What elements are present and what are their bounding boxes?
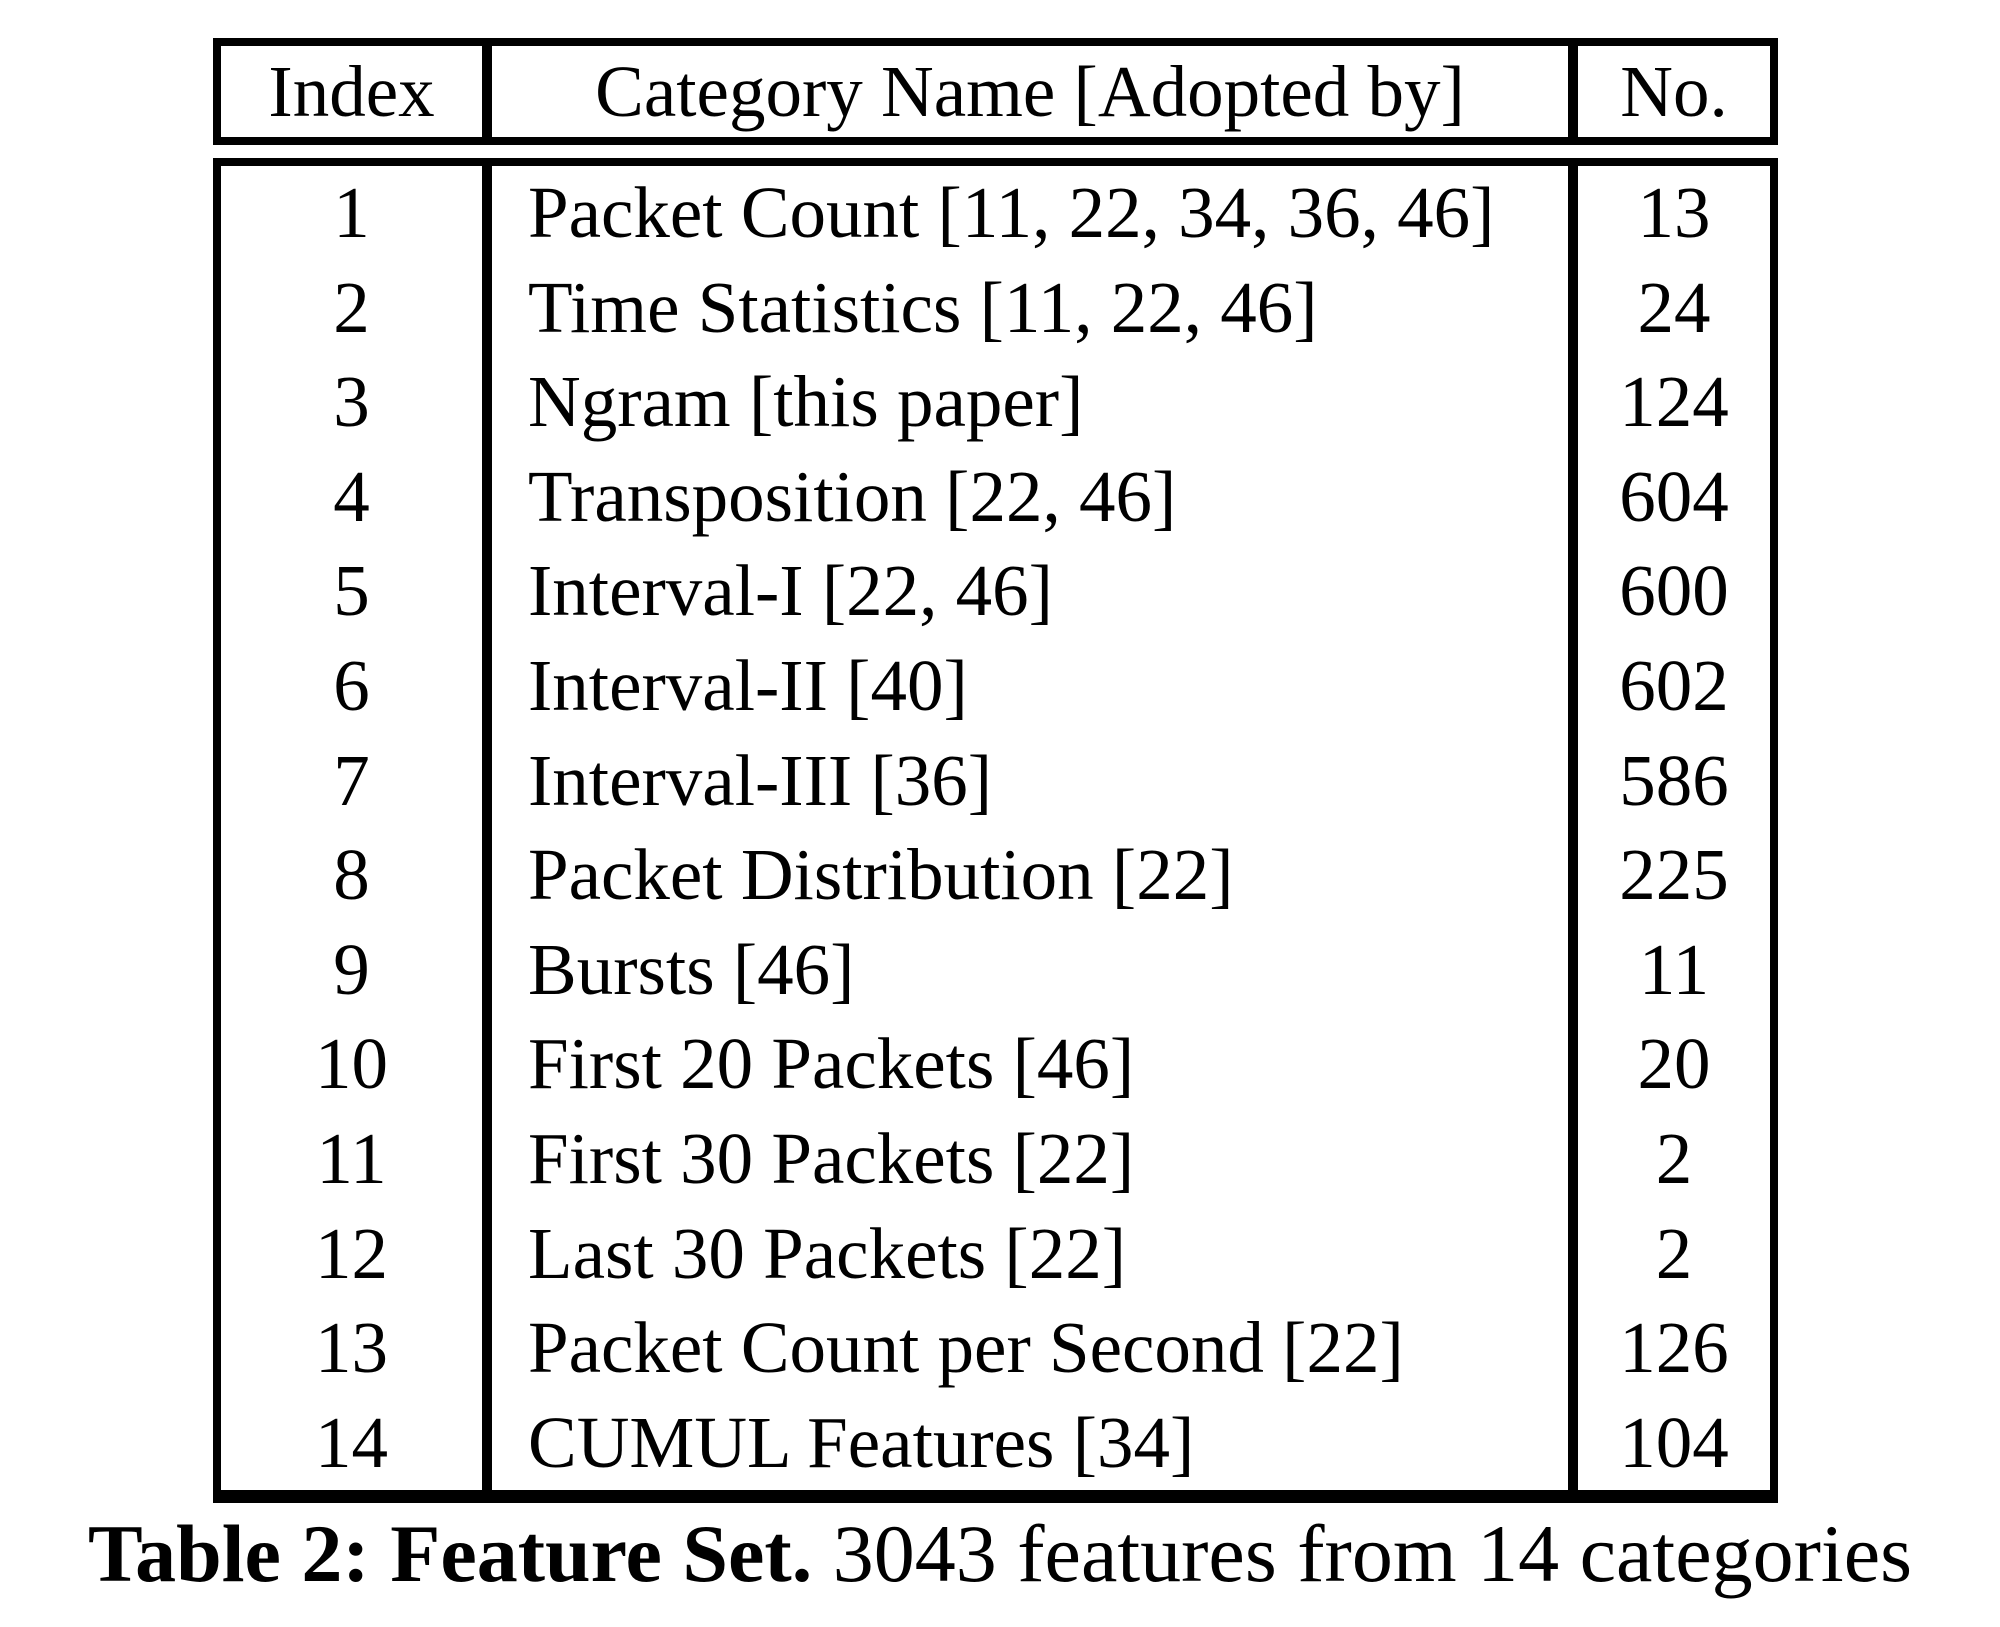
cell-no-row-6: 602 [1619,644,1729,726]
cell-index-row-10: 10 [315,1023,388,1105]
cell-category-row-11: First 30 Packets [22] [528,1117,1135,1199]
caption-text: 3043 features from 14 categories [812,1508,1913,1599]
table-header-row: Index Category Name [Adopted by] No. [213,38,1778,145]
cell-index-row-4: 4 [333,455,370,537]
cell-index-row-9: 9 [333,928,370,1010]
cell-no-row-13: 126 [1619,1307,1729,1389]
cell-index-row-6: 6 [333,644,370,726]
cell-category-row-9: Bursts [46] [528,928,855,1010]
index-column: 1 2 3 4 5 6 7 8 9 10 11 12 13 14 [221,166,482,1490]
cell-index-row-11: 11 [316,1117,387,1199]
cell-category-row-10: First 20 Packets [46] [528,1023,1135,1105]
cell-no-row-9: 11 [1638,928,1710,1010]
cell-no-row-3: 124 [1619,361,1729,443]
cell-index-row-2: 2 [333,266,370,348]
cell-category-row-3: Ngram [this paper] [528,361,1084,443]
cell-category-row-12: Last 30 Packets [22] [528,1212,1127,1294]
cell-category-row-13: Packet Count per Second [22] [528,1307,1404,1389]
cell-no-row-11: 2 [1655,1117,1693,1199]
caption-title: Table 2: Feature Set. [87,1508,813,1599]
cell-no-row-5: 600 [1619,550,1729,632]
cell-index-row-14: 14 [315,1401,388,1483]
cell-no-row-2: 24 [1637,266,1711,348]
cell-index-row-3: 3 [333,361,370,443]
cell-index-row-8: 8 [333,834,370,916]
cell-index-row-13: 13 [315,1307,388,1389]
cell-no-row-10: 20 [1637,1023,1711,1105]
cell-no-row-14: 104 [1619,1401,1729,1483]
cell-category-row-6: Interval-II [40] [528,644,968,726]
cell-category-row-1: Packet Count [11, 22, 34, 36, 46] [528,172,1495,253]
category-column: Packet Count [11, 22, 34, 36, 46] Time St… [482,166,1578,1491]
cell-category-row-8: Packet Distribution [22] [528,834,1234,916]
cell-index-row-1: 1 [333,172,370,253]
header-cell-index: Index [268,51,435,132]
cell-category-row-5: Interval-I [22, 46] [528,550,1053,632]
table-body: 1 2 3 4 5 6 7 8 9 10 11 12 13 14 Packet Count [11, 22… [213,158,1778,1504]
cell-no-row-8: 225 [1619,834,1729,916]
header-cell-no: No. [1620,51,1728,132]
header-cell-category: Category Name [Adopted by] [482,46,1578,137]
table-caption: Table 2: Feature Set. 3043 features from… [0,1498,2000,1610]
cell-no-row-7: 586 [1619,739,1729,821]
cell-category-row-4: Transposition [22, 46] [528,455,1177,537]
cell-index-row-12: 12 [315,1212,388,1294]
cell-no-row-12: 2 [1655,1212,1693,1294]
cell-category-row-2: Time Statistics [11, 22, 46] [528,266,1318,348]
cell-category-row-7: Interval-III [36] [528,739,993,821]
cell-category-row-14: CUMUL Features [34] [528,1401,1195,1483]
cell-no-row-4: 604 [1619,455,1729,537]
cell-no-row-1: 13 [1637,172,1711,253]
no-column: 13 24 124 604 600 602 586 225 11 20 2 2 126 104 [1578,166,1770,1490]
cell-index-row-7: 7 [333,739,370,821]
cell-index-row-5: 5 [333,550,370,632]
